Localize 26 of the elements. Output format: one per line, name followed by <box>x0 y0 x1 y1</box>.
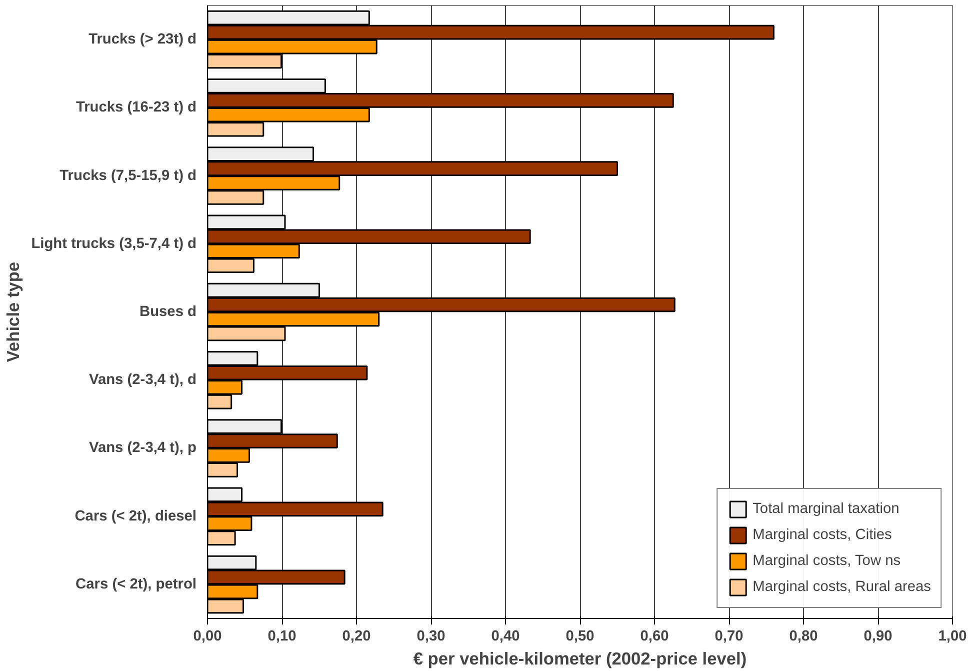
x-tick-label: 0,30 <box>416 628 446 644</box>
y-tick-label: Trucks (16-23 t) d <box>76 100 197 116</box>
x-tick-label: 0,90 <box>864 628 892 644</box>
y-tick-label: Trucks (7,5-15,9 t) d <box>60 168 197 184</box>
x-tick-label: 0,60 <box>640 628 669 644</box>
legend-label: Total marginal taxation <box>752 501 900 517</box>
x-tick-label: 1,00 <box>938 628 967 644</box>
y-tick-label: Cars (< 2t), petrol <box>76 576 197 592</box>
legend-label: Marginal costs, Rural areas <box>752 579 931 595</box>
x-tick-label: 0,40 <box>491 628 520 644</box>
x-tick-label: 0,80 <box>789 628 818 644</box>
legend-label: Marginal costs, Tow ns <box>752 553 901 569</box>
x-axis-title: € per vehicle-kilometer (2002-price level) <box>413 648 747 668</box>
legend-label: Marginal costs, Cities <box>752 527 892 543</box>
x-tick-label: 0,20 <box>342 628 371 644</box>
y-tick-label: Cars (< 2t), diesel <box>74 508 196 524</box>
x-tick-label: 0,50 <box>566 628 594 644</box>
y-tick-label: Trucks (> 23t) d <box>88 32 197 48</box>
x-tick-label: 0,00 <box>193 628 222 644</box>
y-tick-label: Buses d <box>139 304 196 320</box>
y-tick-label: Vans (2-3,4 t), d <box>88 372 197 388</box>
y-axis-title: Vehicle type <box>3 262 24 362</box>
x-tick-label: 0,70 <box>714 628 744 644</box>
x-tick-label: 0,10 <box>268 628 296 644</box>
y-tick-label: Vans (2-3,4 t), p <box>88 440 197 456</box>
y-tick-label: Light trucks (3,5-7,4 t) d <box>31 236 196 252</box>
